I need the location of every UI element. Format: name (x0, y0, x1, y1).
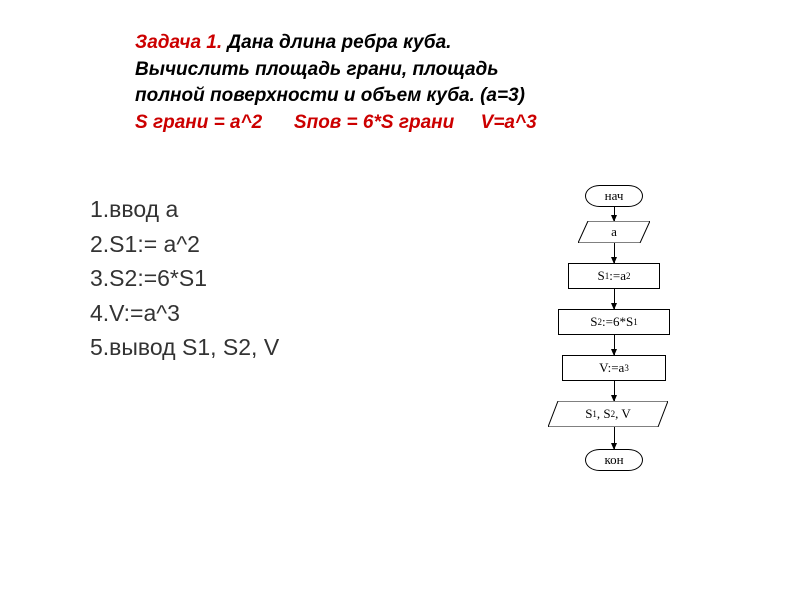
flowchart-arrow (614, 427, 615, 449)
step-4: 4.V:=a^3 (90, 296, 279, 331)
task-line2: Вычислить площадь грани, площадь (135, 59, 499, 80)
flowchart-process-p3: V:=a3 (562, 355, 666, 381)
flowchart-arrow (614, 243, 615, 263)
task-header: Задача 1. Дана длина ребра куба. Вычисли… (135, 30, 655, 136)
flowchart-arrow (614, 207, 615, 221)
flowchart-arrow (614, 335, 615, 355)
formula-ssurf: Sпов = 6*S грани (294, 112, 454, 133)
flowchart-process-p2: S2:=6*S1 (558, 309, 670, 335)
flowchart-terminal-start: нач (585, 185, 643, 207)
task-label: Задача 1. (135, 32, 222, 53)
algorithm-steps: 1.ввод а 2.S1:= a^2 3.S2:=6*S1 4.V:=a^3 … (90, 192, 279, 365)
flowchart-arrow (614, 381, 615, 401)
step-2: 2.S1:= a^2 (90, 227, 279, 262)
step-5: 5.вывод S1, S2, V (90, 330, 279, 365)
flowchart-process-p1: S1:=a2 (568, 263, 660, 289)
formula-sface: S грани = a^2 (135, 112, 262, 133)
flowchart-io-input: a (578, 221, 650, 243)
flowchart-arrow (614, 289, 615, 309)
flowchart-io-output: S1, S2, V (548, 401, 668, 427)
step-1: 1.ввод а (90, 192, 279, 227)
task-line3: полной поверхности и объем куба. (a=3) (135, 85, 525, 106)
formula-v: V=a^3 (481, 112, 537, 133)
task-text1: Дана длина ребра куба. (222, 32, 451, 53)
flowchart-terminal-end: кон (585, 449, 643, 471)
step-3: 3.S2:=6*S1 (90, 261, 279, 296)
